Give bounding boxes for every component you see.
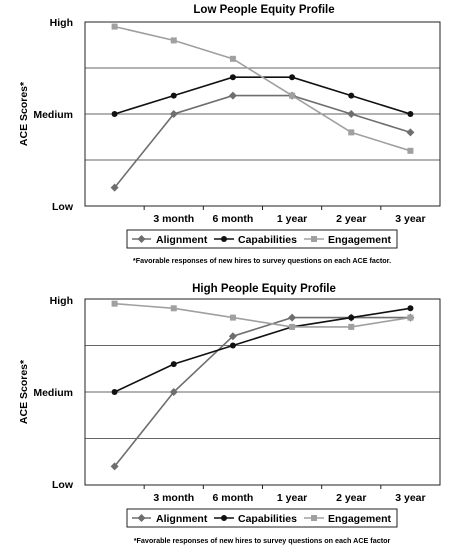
legend-engagement-label: Engagement [328, 513, 392, 525]
x-tick-label: 1 year [277, 492, 307, 504]
chart-1-y-axis-label: ACE Scores* [18, 81, 30, 146]
x-tick-label: 3 year [395, 492, 425, 504]
chart-1-gridlines [85, 67, 440, 161]
legend-alignment-label: Alignment [156, 234, 208, 246]
data-point-alignment [110, 462, 119, 471]
chart-2-gridlines [85, 345, 440, 439]
x-tick-label: 6 month [212, 492, 253, 504]
data-point-capabilities [111, 111, 118, 117]
legend-engagement-label: Engagement [328, 234, 392, 246]
data-point-capabilities [348, 314, 355, 321]
chart-2-title: High People Equity Profile [192, 283, 336, 295]
data-point-alignment [228, 91, 237, 100]
data-point-capabilities [229, 74, 236, 81]
data-point-engagement [289, 92, 296, 99]
data-point-alignment [347, 110, 356, 118]
chart-1-footnote: *Favorable responses of new hires to sur… [133, 256, 391, 265]
series-line-capabilities [114, 307, 411, 393]
legend-alignment-diamond-icon [137, 514, 146, 522]
x-tick-label: 3 month [153, 492, 194, 504]
data-point-engagement [348, 323, 355, 330]
data-point-engagement [170, 305, 177, 312]
legend-capabilities-circle-icon [221, 236, 227, 242]
series-line-engagement [114, 302, 411, 328]
chart-2-legend: Alignment Capabilities Engagement [126, 508, 398, 528]
chart-1-y-tick-medium: Medium [33, 109, 73, 121]
x-tick-label: 2 year [336, 492, 366, 504]
series-line-alignment [113, 94, 411, 189]
legend-alignment-label: Alignment [156, 513, 208, 525]
series-line-alignment [113, 316, 411, 467]
chart-2-footnote: *Favorable responses of new hires to sur… [134, 536, 391, 545]
chart-1-legend-box [126, 229, 398, 249]
data-point-alignment [288, 313, 297, 322]
legend-capabilities-label: Capabilities [238, 513, 297, 525]
data-point-capabilities [407, 111, 414, 117]
chart-2-x-ticks: 3 month 6 month 1 year 2 year 3 year [143, 485, 426, 504]
data-point-capabilities [170, 92, 177, 99]
legend-engagement-square-icon [311, 236, 317, 242]
chart-2-y-tick-low: Low [52, 479, 74, 491]
x-tick-label: 1 year [277, 213, 307, 225]
data-point-capabilities [348, 92, 355, 99]
x-tick-label: 2 year [336, 213, 366, 225]
data-point-alignment [110, 183, 119, 192]
x-tick-label: 3 month [153, 213, 194, 225]
chart-1: Low People Equity Profile High Medium Lo… [18, 4, 441, 265]
data-point-alignment [169, 388, 178, 396]
chart-1-y-tick-low: Low [52, 201, 74, 213]
x-tick-label: 6 month [212, 213, 253, 225]
chart-2-legend-box [126, 508, 398, 528]
chart-1-legend: Alignment Capabilities Engagement [126, 229, 398, 249]
chart-1-series [110, 23, 415, 192]
chart-2-y-tick-high: High [50, 295, 73, 307]
data-point-engagement [407, 147, 414, 154]
legend-alignment-diamond-icon [137, 235, 146, 243]
chart-1-x-ticks: 3 month 6 month 1 year 2 year 3 year [143, 206, 426, 225]
chart-1-title: Low People Equity Profile [193, 4, 334, 16]
data-point-engagement [229, 55, 236, 62]
data-point-engagement [111, 23, 118, 30]
data-point-capabilities [111, 389, 118, 395]
chart-2-y-axis-label: ACE Scores* [18, 359, 30, 424]
data-point-alignment [228, 332, 237, 341]
data-point-engagement [111, 300, 118, 307]
data-point-engagement [289, 323, 296, 330]
data-point-capabilities [407, 305, 414, 312]
chart-2-series [110, 300, 415, 471]
series-line-engagement [114, 25, 411, 152]
legend-engagement-square-icon [311, 515, 317, 521]
chart-2: High People Equity Profile High Medium L… [18, 283, 441, 545]
x-tick-label: 3 year [395, 213, 425, 225]
data-point-engagement [229, 314, 236, 321]
data-point-engagement [170, 37, 177, 44]
data-point-capabilities [170, 361, 177, 368]
legend-capabilities-label: Capabilities [238, 234, 297, 246]
data-point-engagement [407, 314, 414, 321]
chart-2-y-tick-medium: Medium [33, 387, 73, 399]
legend-capabilities-circle-icon [221, 515, 227, 521]
data-point-engagement [348, 129, 355, 136]
data-point-alignment [406, 128, 415, 137]
data-point-alignment [169, 110, 178, 118]
chart-1-y-tick-high: High [50, 17, 73, 29]
data-point-capabilities [229, 342, 236, 349]
data-point-capabilities [289, 74, 296, 81]
